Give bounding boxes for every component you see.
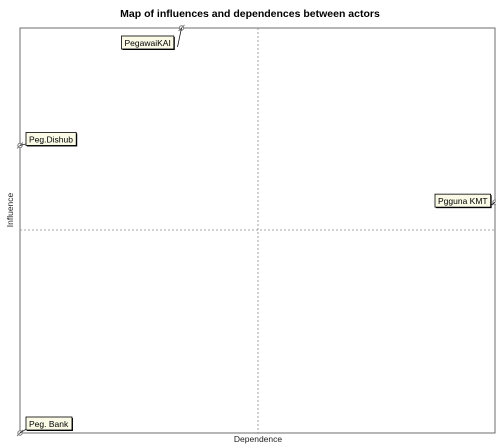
point-label: Peg.Dishub	[29, 134, 73, 144]
point-label: Pgguna KMT	[438, 196, 488, 206]
point-label: PegawaiKAI	[125, 38, 171, 48]
x-axis-label: Dependence	[234, 434, 282, 444]
data-point: Peg.Dishub	[16, 132, 78, 149]
point-label-box	[121, 35, 175, 50]
point-label-box	[434, 193, 492, 208]
data-point: Peg. Bank	[16, 416, 73, 437]
point-label: Peg. Bank	[29, 419, 69, 429]
point-label-box	[25, 132, 77, 146]
chart-title: Map of influences and dependences betwee…	[120, 8, 380, 20]
point-label-box	[25, 416, 73, 431]
point-leader-line	[490, 201, 496, 206]
y-axis-label: Influence	[5, 192, 15, 227]
data-point: PegawaiKAI	[121, 24, 185, 50]
plot-area-frame	[19, 27, 496, 434]
point-leader-line	[177, 27, 182, 48]
data-points: PegawaiKAI Peg.Dishub Pgguna KMT Peg. Bank	[16, 24, 496, 437]
data-point: Pgguna KMT	[434, 193, 496, 209]
